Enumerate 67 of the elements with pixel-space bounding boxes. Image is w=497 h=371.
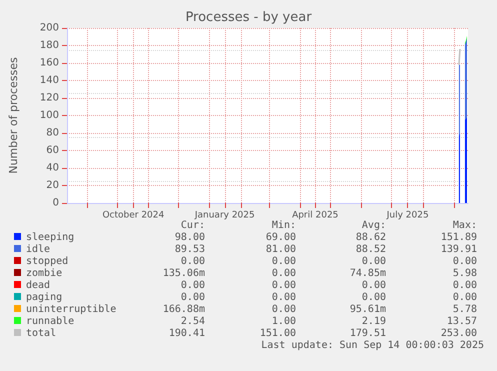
text: 2.54 [180,316,205,328]
text: 98.00 [174,232,205,244]
text: 89.53 [174,244,205,256]
legend-label: stopped [26,256,68,267]
text: 0.00 [180,280,205,292]
text: 69.00 [264,232,296,244]
text: 5.78 [452,304,477,316]
y-tick-label: 60 [46,145,59,156]
x-tick-label: April 2025 [292,210,338,220]
text: 5.98 [452,268,477,280]
text: 0.00 [360,292,386,304]
text: 0.00 [270,292,296,304]
text: 190.41 [168,328,205,340]
y-tick-label: 20 [46,180,59,191]
text: 0.00 [360,256,386,268]
y-tick-label: 120 [40,92,59,104]
y-tick-label: 180 [40,40,59,51]
legend-label: sleeping [26,232,74,243]
text: 0.00 [270,268,296,280]
text: 95.61m [348,304,386,316]
text: Avg: [360,220,386,232]
legend-label: paging [26,292,62,303]
text: 2.19 [360,316,386,328]
y-tick-label: 0 [52,198,59,208]
y-tick-label: 100 [40,110,59,121]
text: 179.51 [348,328,386,340]
text: 0.00 [452,292,477,304]
text: 81.00 [264,244,296,256]
y-axis-title: Number of processes [7,56,20,174]
legend-label: zombie [26,268,62,279]
text: Last update: Sun Sep 14 00:00:03 2025 [260,340,484,352]
y-tick-label: 200 [40,22,59,34]
x-tick-label: October 2024 [102,210,164,220]
chart-title: Processes - by year [185,10,312,25]
legend-label: total [26,328,56,339]
legend-label: runnable [26,316,74,327]
legend-label: idle [26,244,50,255]
legend-label: dead [26,280,50,291]
text: Min: [270,220,296,232]
text: 0.00 [452,280,477,292]
text: Cur: [180,220,205,232]
text: 13.57 [446,316,477,328]
text: Max: [452,220,477,232]
text: 88.62 [354,232,386,244]
y-tick-label: 40 [46,162,59,174]
text: 151.89 [440,232,477,244]
text: 0.00 [452,256,477,268]
text: 0.00 [270,256,296,268]
text: 0.00 [360,280,386,292]
text: 151.00 [258,328,296,340]
text: 253.00 [440,328,477,340]
x-tick-label: July 2025 [386,210,429,220]
text: 74.85m [348,268,386,280]
text: 0.00 [270,280,296,292]
text: 0.00 [180,292,205,304]
text: 1.00 [270,316,296,328]
text: 139.91 [440,244,477,256]
text: 135.06m [162,268,205,280]
text: 88.52 [354,244,386,256]
legend-label: uninterruptible [26,304,116,315]
y-tick-label: 80 [46,128,59,138]
x-tick-label: January 2025 [194,210,255,220]
text: 166.88m [162,304,205,316]
y-tick-label: 140 [40,75,59,86]
text: 0.00 [270,304,296,316]
y-tick-label: 160 [40,58,59,68]
text: 0.00 [180,256,205,268]
